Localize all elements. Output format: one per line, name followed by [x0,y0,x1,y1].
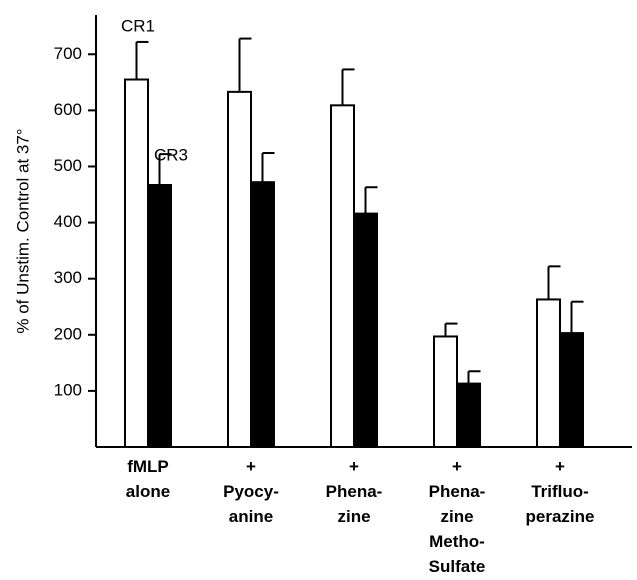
x-tick-label: + Phena- zine Metho- Sulfate [428,457,486,576]
y-tick-label: 600 [54,100,82,119]
y-tick-label: 300 [54,268,82,287]
x-tick-label: + Trifluo- perazine [525,457,595,526]
bar [147,183,172,448]
y-tick-label: 100 [54,380,82,399]
x-tick-label: + Phena- zine [325,457,383,526]
x-tick-label: + Pyocy- anine [223,457,279,526]
bar [353,212,378,448]
bar [124,78,149,449]
bar [330,104,355,448]
series-label: CR1 [121,16,155,35]
bar [227,90,252,448]
y-tick-label: 500 [54,156,82,175]
y-tick-label: 200 [54,324,82,343]
bar [250,181,275,448]
bar [536,298,561,448]
x-tick-label: fMLP alone [125,457,171,501]
bar [456,382,481,449]
bar [433,335,458,448]
bar [559,332,584,449]
y-tick-label: 700 [54,44,82,63]
y-axis-label: % of Unstim. Control at 37° [13,128,32,333]
series-label: CR3 [154,146,188,165]
y-tick-label: 400 [54,212,82,231]
